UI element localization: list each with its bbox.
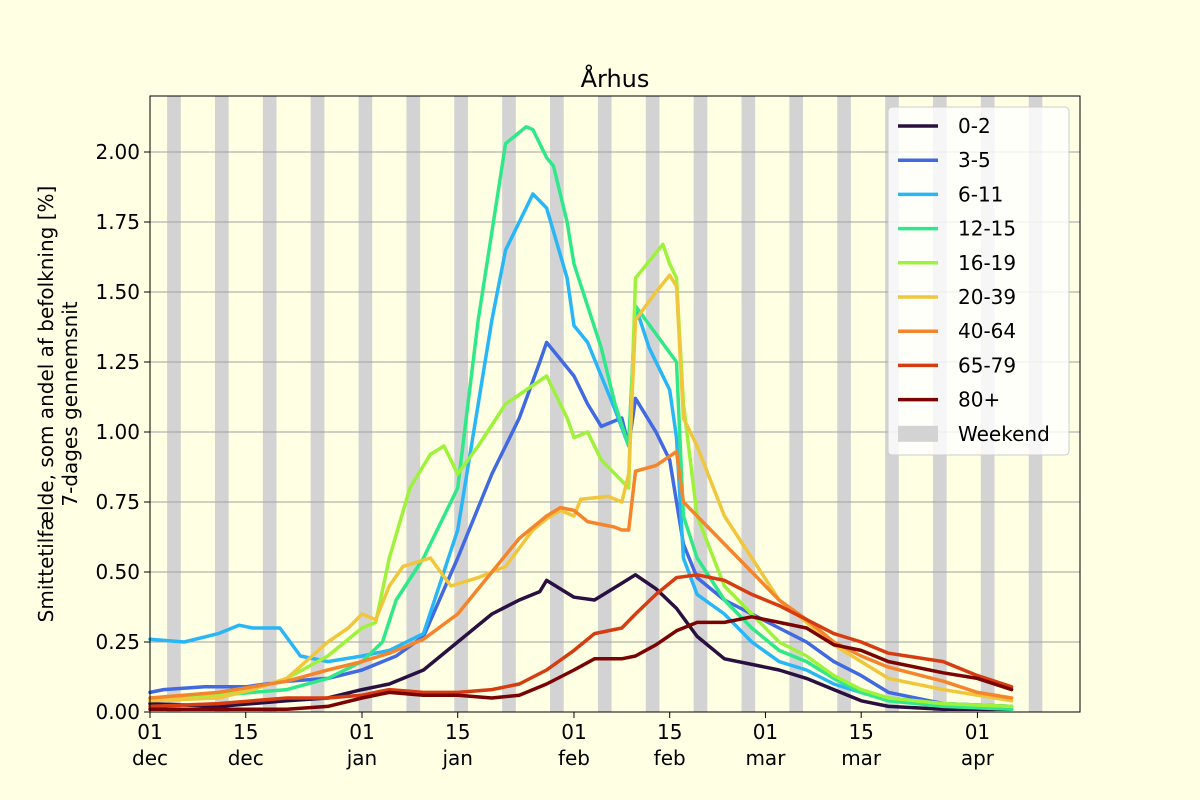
x-tick-day-label: 01 (965, 720, 990, 744)
x-tick-month-label: dec (132, 746, 168, 770)
x-tick-day-label: 01 (137, 720, 162, 744)
x-tick-day-label: 15 (657, 720, 682, 744)
y-tick-label: 1.75 (95, 210, 140, 234)
weekend-band (645, 96, 660, 712)
y-tick-label: 2.00 (95, 140, 140, 164)
x-tick-day-label: 15 (233, 720, 258, 744)
y-tick-label: 1.50 (95, 280, 140, 304)
chart-title: Århus (581, 64, 650, 93)
legend-label: 20-39 (958, 285, 1016, 309)
x-tick-day-label: 01 (561, 720, 586, 744)
y-tick-label: 0.25 (95, 630, 140, 654)
x-tick-month-label: mar (745, 746, 786, 770)
legend-label-weekend: Weekend (958, 422, 1050, 446)
series-line-6-11 (148, 192, 1014, 709)
y-tick-label: 0.75 (95, 490, 140, 514)
y-axis-label: Smittetilfælde, som andel af befolkning … (34, 186, 58, 623)
x-tick-day-label: 15 (445, 720, 470, 744)
legend-label: 65-79 (958, 353, 1016, 377)
legend-label: 12-15 (958, 217, 1016, 241)
x-tick-day-label: 01 (349, 720, 374, 744)
weekend-band (789, 96, 804, 712)
series-line-0-2 (148, 573, 1014, 711)
series-line-65-79 (148, 573, 1014, 709)
plot-frame (149, 95, 1081, 713)
legend-label: 0-2 (958, 114, 991, 138)
legend: 0-2 3-5 6-11 12-15 16-19 20-39 40-64 65-79 80+ We… (887, 106, 1070, 456)
x-tick-month-label: jan (346, 746, 378, 770)
y-tick-label: 0.00 (95, 700, 140, 724)
legend-label: 80+ (958, 388, 1000, 412)
x-tick-day-label: 01 (753, 720, 778, 744)
series-line-3-5 (148, 340, 1014, 709)
series-lines (148, 125, 1014, 711)
y-axis-label-sub: 7-dages gennemsnit (58, 301, 82, 506)
legend-label: 6-11 (958, 182, 1003, 206)
x-tick-month-label: feb (654, 746, 686, 770)
series-line-80+ (148, 615, 1014, 711)
weekend-band (358, 96, 373, 712)
series-line-16-19 (148, 242, 1014, 709)
weekend-band (262, 96, 277, 712)
legend-label: 3-5 (958, 148, 991, 172)
y-axis-ticks: 0.00 0.25 0.50 0.75 1.00 1.25 1.50 1.75 2.00 (95, 140, 150, 724)
y-tick-label: 0.50 (95, 560, 140, 584)
weekend-band (454, 96, 468, 712)
x-tick-day-label: 15 (848, 720, 873, 744)
x-tick-month-label: apr (961, 746, 995, 770)
y-tick-label: 1.25 (95, 350, 140, 374)
weekend-band (310, 96, 325, 712)
weekend-band (167, 96, 181, 712)
legend-label: 40-64 (958, 319, 1016, 343)
weekend-band (597, 96, 612, 712)
x-axis-ticks: 01dec15dec01jan15jan01feb15feb01mar15mar… (132, 712, 995, 770)
x-tick-month-label: jan (441, 746, 473, 770)
x-tick-month-label: mar (841, 746, 882, 770)
x-tick-month-label: dec (228, 746, 264, 770)
series-line-40-64 (148, 449, 1014, 700)
weekend-band (214, 96, 229, 712)
legend-swatch-weekend (898, 425, 938, 442)
series-line-12-15 (148, 125, 1014, 711)
weekend-band (693, 96, 708, 712)
x-tick-month-label: feb (558, 746, 590, 770)
legend-label: 16-19 (958, 251, 1016, 275)
weekend-band (837, 96, 851, 712)
weekend-band (406, 96, 421, 712)
y-tick-label: 1.00 (95, 420, 140, 444)
